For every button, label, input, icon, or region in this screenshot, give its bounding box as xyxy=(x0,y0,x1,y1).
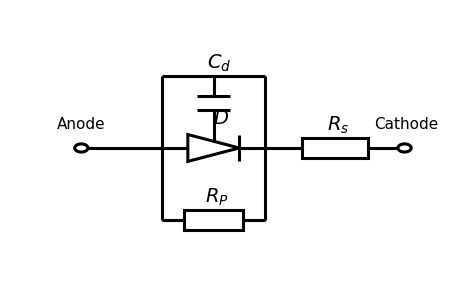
FancyBboxPatch shape xyxy=(184,210,243,230)
Text: $R_s$: $R_s$ xyxy=(327,114,350,136)
Text: $R_P$: $R_P$ xyxy=(205,186,229,208)
FancyBboxPatch shape xyxy=(301,138,368,158)
Text: Anode: Anode xyxy=(57,117,106,132)
Text: $C_d$: $C_d$ xyxy=(207,52,231,74)
Text: Cathode: Cathode xyxy=(374,117,438,132)
Text: D: D xyxy=(213,109,228,128)
Polygon shape xyxy=(188,134,239,161)
